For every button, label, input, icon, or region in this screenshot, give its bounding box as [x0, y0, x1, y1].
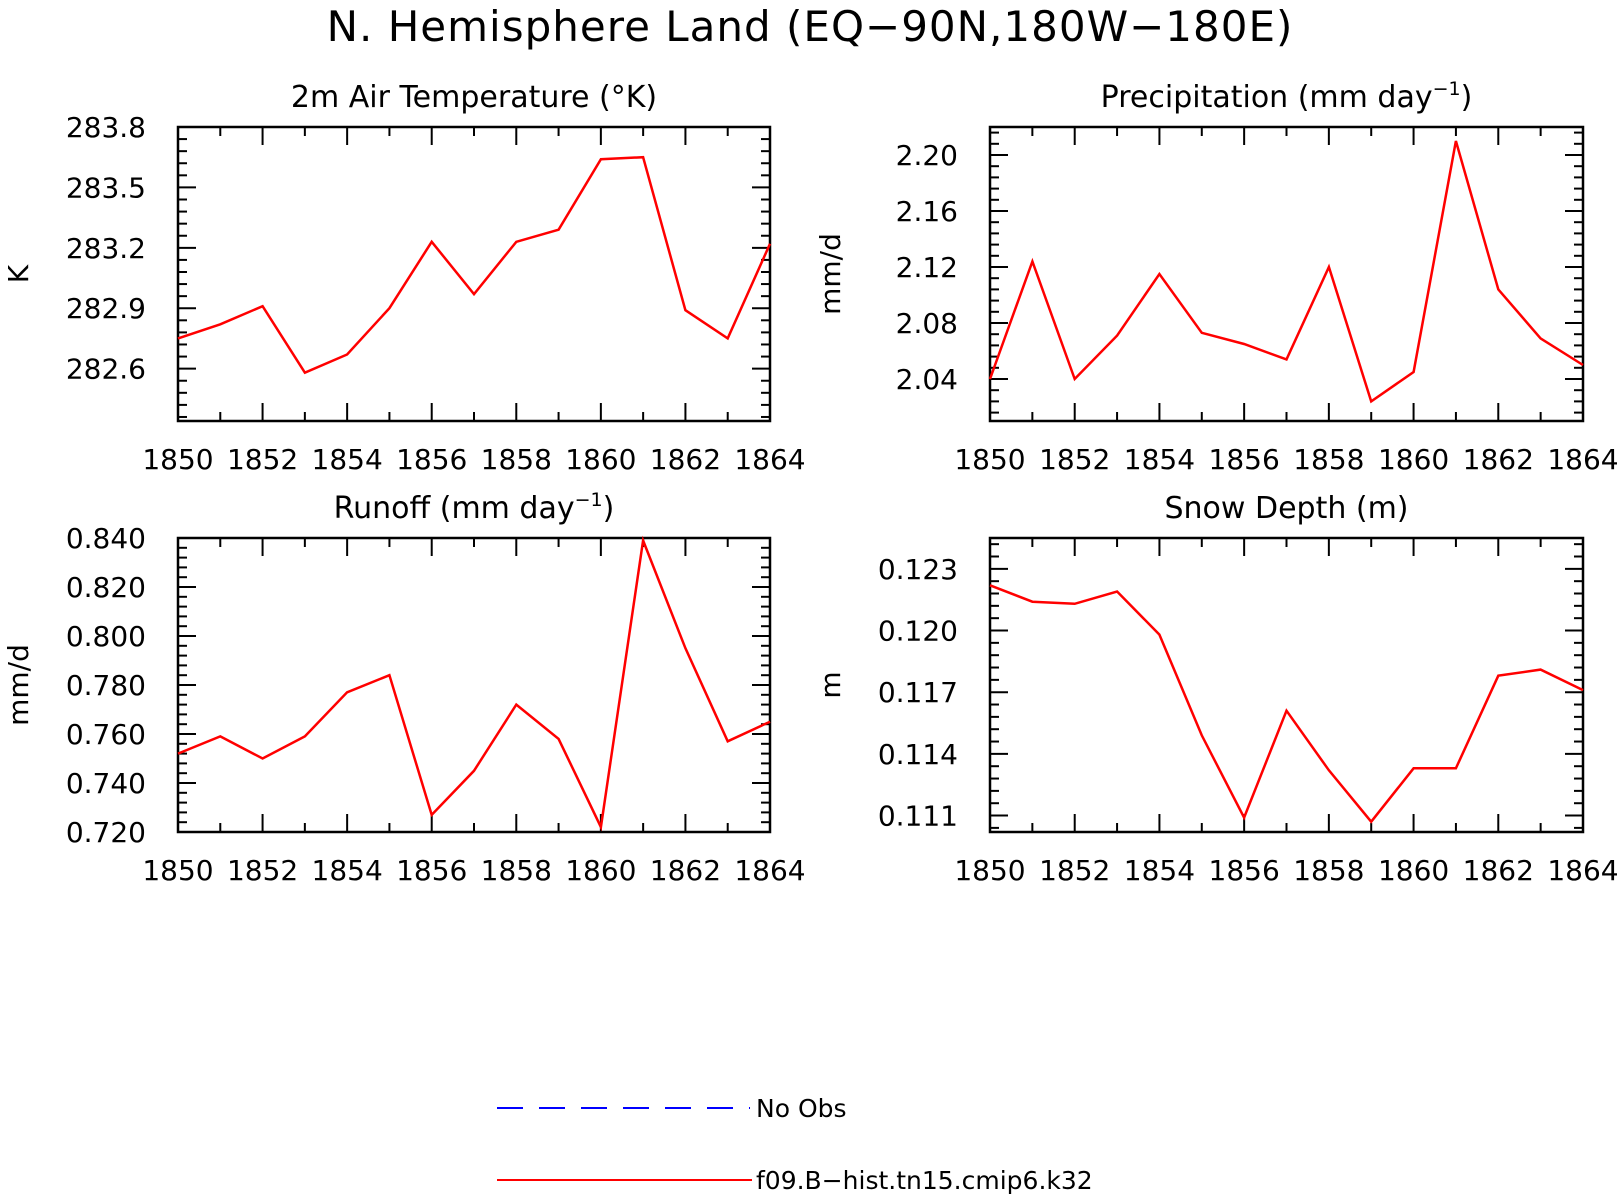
- x-tick-label: 1858: [1293, 854, 1364, 887]
- y-tick-label: 282.6: [66, 353, 146, 386]
- x-tick-label: 1862: [1463, 443, 1534, 476]
- x-tick-label: 1862: [650, 854, 721, 887]
- series-line-1: [988, 140, 1584, 404]
- y-tick-label: 0.780: [66, 669, 146, 702]
- x-tick-label: 1860: [1378, 443, 1449, 476]
- x-tick-label: 1862: [1463, 854, 1534, 887]
- y-tick-label: 283.8: [66, 111, 146, 144]
- x-tick-label: 1864: [734, 443, 805, 476]
- y-tick-label: 2.04: [896, 363, 958, 396]
- legend-label-no-obs: No Obs: [756, 1094, 847, 1123]
- y-tick-label: 0.111: [878, 800, 958, 833]
- panel-title: Precipitation (mm day−1): [1101, 78, 1473, 115]
- x-tick-label: 1858: [481, 443, 552, 476]
- y-tick-label: 283.5: [66, 171, 146, 204]
- x-tick-label: 1850: [954, 443, 1025, 476]
- figure-title: N. Hemisphere Land (EQ−90N,180W−180E): [327, 2, 1294, 51]
- x-tick-label: 1850: [954, 854, 1025, 887]
- panel-title-tail: ): [603, 491, 615, 526]
- y-tick-label: 0.123: [878, 553, 958, 586]
- panel-title-superscript: −1: [575, 489, 603, 511]
- y-tick-label: 0.840: [66, 522, 146, 555]
- panel-title: Snow Depth (m): [1164, 491, 1408, 526]
- y-axis-label: K: [2, 264, 35, 283]
- x-tick-label: 1854: [312, 443, 383, 476]
- y-tick-label: 0.120: [878, 615, 958, 648]
- panel-title-text: 2m Air Temperature (°K): [291, 80, 657, 115]
- y-tick-label: 2.12: [896, 251, 958, 284]
- x-tick-label: 1850: [142, 443, 213, 476]
- y-tick-label: 0.740: [66, 767, 146, 800]
- x-tick-label: 1850: [142, 854, 213, 887]
- x-tick-label: 1860: [565, 443, 636, 476]
- x-tick-label: 1852: [1039, 854, 1110, 887]
- x-tick-label: 1858: [481, 854, 552, 887]
- y-tick-label: 0.114: [878, 738, 958, 771]
- y-axis-label: mm/d: [2, 644, 35, 726]
- x-tick-label: 1862: [650, 443, 721, 476]
- series-line-1: [989, 584, 1584, 824]
- panel-title-text: Runoff (mm day: [334, 491, 575, 526]
- legend-label-model: f09.B−hist.tn15.cmip6.k32: [756, 1166, 1093, 1194]
- series-line-1: [177, 155, 772, 375]
- x-tick-label: 1864: [734, 854, 805, 887]
- panel-title-superscript: −1: [1433, 78, 1461, 100]
- x-tick-label: 1852: [1039, 443, 1110, 476]
- x-tick-label: 1852: [227, 443, 298, 476]
- y-tick-label: 283.2: [66, 232, 146, 265]
- panel-title-tail: ): [1461, 80, 1473, 115]
- y-tick-label: 0.820: [66, 571, 146, 604]
- panel-title: 2m Air Temperature (°K): [291, 80, 657, 115]
- y-axis-label: m: [814, 671, 847, 698]
- x-tick-label: 1856: [396, 443, 467, 476]
- y-tick-label: 0.760: [66, 718, 146, 751]
- chart-panel-4: Snow Depth (m) m 1850 1852 1854 1856 1858 1860 1…: [814, 491, 1619, 887]
- y-tick-label: 2.08: [896, 307, 958, 340]
- x-tick-label: 1852: [227, 854, 298, 887]
- y-tick-label: 2.16: [896, 195, 958, 228]
- panel-title: Runoff (mm day−1): [334, 489, 615, 526]
- chart-panel-2: Precipitation (mm day−1) mm/d 1850 1852 1854…: [814, 78, 1619, 476]
- plot-frame: [176, 536, 772, 834]
- x-tick-label: 1856: [1209, 854, 1280, 887]
- series-line-1: [177, 535, 771, 832]
- x-tick-label: 1860: [565, 854, 636, 887]
- legend: No Obs f09.B−hist.tn15.cmip6.k32: [497, 1094, 1093, 1194]
- y-tick-label: 0.720: [66, 816, 146, 849]
- y-tick-label: 2.20: [896, 139, 958, 172]
- y-tick-label: 0.800: [66, 620, 146, 653]
- x-tick-label: 1854: [1124, 443, 1195, 476]
- x-tick-label: 1854: [1124, 854, 1195, 887]
- x-tick-label: 1864: [1547, 443, 1618, 476]
- y-axis-label: mm/d: [814, 233, 847, 315]
- x-tick-label: 1864: [1547, 854, 1618, 887]
- y-tick-label: 0.117: [878, 676, 958, 709]
- chart-panels: 2m Air Temperature (°K) K 1850 1852 1854 1856…: [2, 78, 1619, 887]
- chart-panel-1: 2m Air Temperature (°K) K 1850 1852 1854 1856…: [2, 80, 806, 476]
- x-tick-label: 1856: [1209, 443, 1280, 476]
- panel-title-text: Precipitation (mm day: [1101, 80, 1433, 115]
- plot-frame: [176, 125, 772, 423]
- x-tick-label: 1860: [1378, 854, 1449, 887]
- panel-title-text: Snow Depth (m): [1164, 491, 1408, 526]
- chart-panel-3: Runoff (mm day−1) mm/d 1850 1852 1854 1856 185…: [2, 489, 806, 887]
- y-tick-label: 282.9: [66, 292, 146, 325]
- x-tick-label: 1858: [1293, 443, 1364, 476]
- x-tick-label: 1856: [396, 854, 467, 887]
- x-tick-label: 1854: [312, 854, 383, 887]
